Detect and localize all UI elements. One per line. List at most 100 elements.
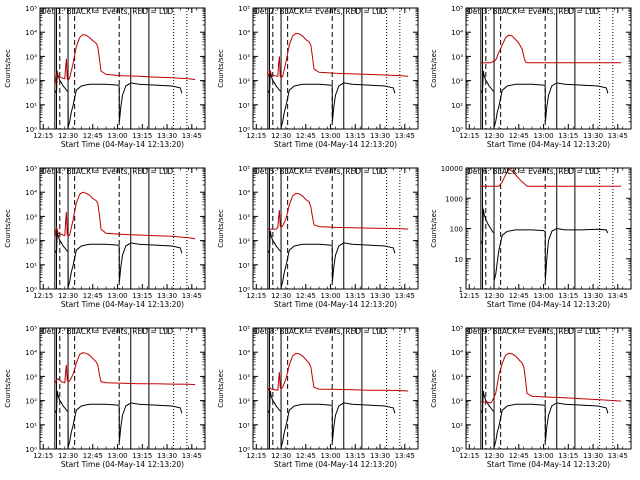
- detector-panel-6: 1 10 100 1000 10000 12:15 12:30 12:45 13:00 13:15…: [430, 165, 632, 309]
- panel-title: Det 4: BLACK = Events, RED = LLD: [41, 167, 173, 176]
- y-tick-label: 10⁰: [25, 126, 37, 134]
- series-lld: [267, 192, 409, 230]
- x-tick-label: 13:45: [395, 292, 415, 300]
- y-tick-label: 10⁰: [238, 126, 250, 134]
- y-tick-label: 10²: [25, 238, 37, 246]
- y-tick-label: 10²: [238, 398, 250, 406]
- x-tick-label: 13:15: [132, 452, 152, 460]
- x-tick-label: 12:15: [33, 452, 53, 460]
- x-tick-label: 13:00: [107, 132, 127, 140]
- x-tick-label: 13:45: [608, 132, 628, 140]
- x-tick-label: 13:45: [182, 292, 202, 300]
- x-tick-label: 13:30: [157, 132, 177, 140]
- x-tick-label: 12:15: [246, 132, 266, 140]
- panel-title: Det 8: BLACK = Events, RED = LLD: [254, 327, 386, 336]
- y-tick-label: 10¹: [238, 262, 250, 270]
- x-tick-label: 13:00: [320, 132, 340, 140]
- x-tick-label: 13:30: [370, 452, 390, 460]
- detector-panel-5: 10⁰ 10¹ 10² 10³ 10⁴ 10⁵ 12:15 12:30 12:45 13:00 13…: [217, 165, 419, 309]
- y-tick-label: 10¹: [25, 422, 37, 430]
- x-tick-label: 12:45: [83, 292, 103, 300]
- panel-title: Det 3: BLACK = Events, RED = LLD: [467, 7, 599, 16]
- y-tick-label: 10: [454, 256, 463, 264]
- y-tick-label: 10²: [451, 398, 463, 406]
- series-lld: [480, 34, 622, 64]
- y-tick-label: 10³: [451, 373, 463, 381]
- x-tick-label: 12:15: [246, 292, 266, 300]
- y-tick-label: 10²: [25, 78, 37, 86]
- x-axis-label: Start Time (04-May-14 12:13:20): [487, 460, 610, 469]
- y-axis-label: Counts/sec: [217, 209, 225, 248]
- series-events: [480, 208, 609, 281]
- y-tick-label: 10⁴: [238, 349, 250, 357]
- plot-frame: [39, 7, 206, 130]
- y-tick-label: 10²: [451, 78, 463, 86]
- x-tick-label: 12:15: [246, 452, 266, 460]
- x-tick-label: 13:15: [558, 292, 578, 300]
- y-axis-label: Counts/sec: [217, 369, 225, 408]
- x-tick-label: 13:30: [583, 292, 603, 300]
- x-tick-label: 13:15: [132, 292, 152, 300]
- x-tick-label: 13:45: [608, 452, 628, 460]
- x-axis-label: Start Time (04-May-14 12:13:20): [274, 460, 397, 469]
- y-axis-label: Counts/sec: [430, 369, 438, 408]
- y-tick-label: 10³: [238, 213, 250, 221]
- x-tick-label: 13:00: [533, 452, 553, 460]
- y-axis-label: Counts/sec: [217, 49, 225, 88]
- x-tick-label: 12:45: [296, 132, 316, 140]
- detector-panel-3: 10⁰ 10¹ 10² 10³ 10⁴ 10⁵ 12:15 12:30 12:45 13:00 13…: [430, 5, 632, 149]
- y-tick-label: 10²: [238, 238, 250, 246]
- y-tick-label: 1000: [445, 195, 463, 203]
- y-tick-label: 10⁴: [238, 29, 250, 37]
- series-lld: [54, 191, 196, 240]
- x-axis-label: Start Time (04-May-14 12:13:20): [274, 300, 397, 309]
- x-tick-label: 13:15: [558, 132, 578, 140]
- series-events: [267, 390, 396, 448]
- y-tick-label: 10⁵: [238, 5, 250, 13]
- y-tick-label: 10⁴: [25, 349, 37, 357]
- panel-title: Det 6: BLACK = Events, RED = LLD: [467, 167, 599, 176]
- y-tick-label: 10⁴: [25, 189, 37, 197]
- y-tick-label: 10³: [451, 53, 463, 61]
- y-tick-label: 10000: [441, 165, 463, 173]
- x-axis-label: Start Time (04-May-14 12:13:20): [61, 300, 184, 309]
- x-tick-label: 12:15: [459, 132, 479, 140]
- series-events: [480, 70, 609, 128]
- y-tick-label: 10⁴: [451, 29, 463, 37]
- x-tick-label: 12:30: [58, 292, 78, 300]
- x-tick-label: 13:15: [558, 452, 578, 460]
- y-tick-label: 10³: [25, 53, 37, 61]
- detector-panel-4: 10⁰ 10¹ 10² 10³ 10⁴ 10⁵ 12:15 12:30 12:45 13:00 13…: [4, 165, 206, 309]
- series-events: [54, 230, 183, 288]
- x-tick-label: 12:30: [484, 132, 504, 140]
- x-axis-label: Start Time (04-May-14 12:13:20): [61, 460, 184, 469]
- x-tick-label: 12:45: [83, 452, 103, 460]
- detector-panel-7: 10⁰ 10¹ 10² 10³ 10⁴ 10⁵ 12:15 12:30 12:45 13:00 13…: [4, 325, 206, 469]
- y-tick-label: 100: [450, 226, 463, 234]
- y-tick-label: 10¹: [451, 422, 463, 430]
- y-axis-label: Counts/sec: [4, 369, 12, 408]
- y-tick-label: 10⁰: [238, 286, 250, 294]
- y-tick-label: 10¹: [238, 102, 250, 110]
- y-tick-label: 10⁵: [238, 165, 250, 173]
- x-tick-label: 13:45: [182, 132, 202, 140]
- series-events: [54, 390, 183, 448]
- x-tick-label: 13:15: [345, 452, 365, 460]
- x-tick-label: 13:15: [132, 132, 152, 140]
- y-tick-label: 10³: [238, 373, 250, 381]
- x-tick-label: 12:15: [459, 452, 479, 460]
- y-tick-label: 10¹: [451, 102, 463, 110]
- y-tick-label: 10²: [25, 398, 37, 406]
- x-tick-label: 13:30: [583, 132, 603, 140]
- x-tick-label: 12:30: [271, 132, 291, 140]
- x-tick-label: 13:30: [370, 292, 390, 300]
- x-tick-label: 12:30: [484, 292, 504, 300]
- x-tick-label: 13:00: [533, 132, 553, 140]
- y-tick-label: 10⁰: [451, 446, 463, 454]
- panel-title: Det 2: BLACK = Events, RED = LLD: [254, 7, 386, 16]
- x-tick-label: 12:15: [459, 292, 479, 300]
- x-axis-label: Start Time (04-May-14 12:13:20): [61, 140, 184, 149]
- plot-frame: [465, 327, 632, 450]
- y-tick-label: 10⁴: [25, 29, 37, 37]
